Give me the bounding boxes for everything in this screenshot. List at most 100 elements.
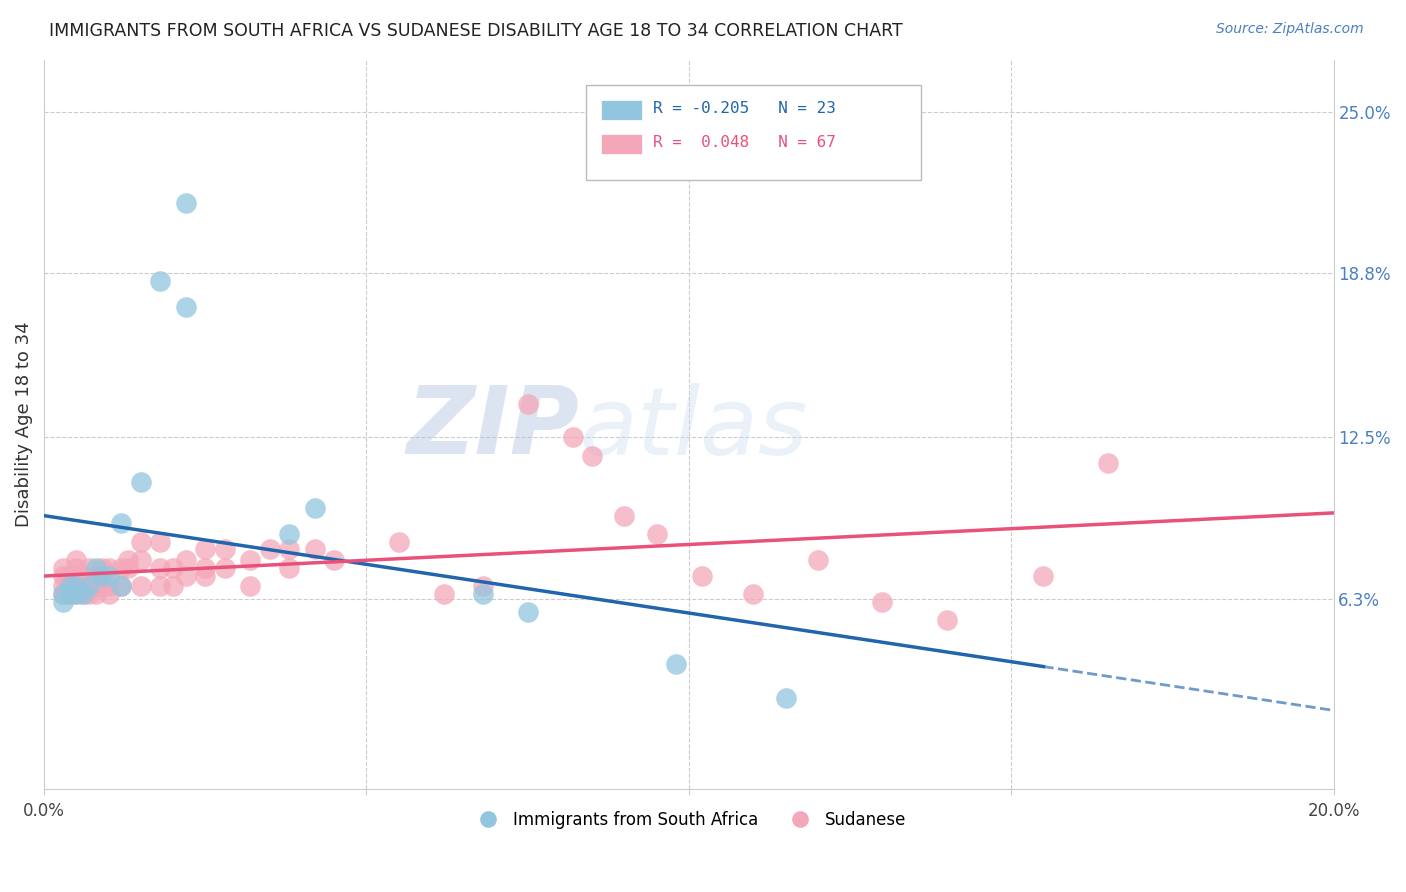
Legend: Immigrants from South Africa, Sudanese: Immigrants from South Africa, Sudanese xyxy=(464,805,912,836)
Point xyxy=(1032,568,1054,582)
Point xyxy=(561,430,583,444)
Point xyxy=(59,579,82,593)
Point xyxy=(110,579,132,593)
Point xyxy=(65,579,87,593)
Point xyxy=(665,657,688,672)
Point xyxy=(91,560,114,574)
Text: Source: ZipAtlas.com: Source: ZipAtlas.com xyxy=(1216,22,1364,37)
Point xyxy=(129,475,152,489)
Point xyxy=(65,579,87,593)
Point xyxy=(91,568,114,582)
Point xyxy=(129,534,152,549)
Point xyxy=(65,553,87,567)
Point xyxy=(194,542,217,557)
Point xyxy=(388,534,411,549)
Point xyxy=(72,587,94,601)
Point xyxy=(59,568,82,582)
Point xyxy=(72,568,94,582)
Point xyxy=(174,553,197,567)
Point xyxy=(97,560,120,574)
Point xyxy=(214,542,236,557)
Point xyxy=(323,553,346,567)
Point xyxy=(935,613,957,627)
FancyBboxPatch shape xyxy=(586,85,921,180)
Point xyxy=(1097,457,1119,471)
Point xyxy=(239,553,262,567)
Point xyxy=(110,516,132,531)
Bar xyxy=(602,134,643,154)
Point xyxy=(304,542,326,557)
Point xyxy=(516,605,538,619)
Point xyxy=(174,568,197,582)
Point xyxy=(129,579,152,593)
Point xyxy=(214,560,236,574)
Point xyxy=(278,542,301,557)
Point xyxy=(97,568,120,582)
Point xyxy=(77,579,100,593)
Point xyxy=(581,449,603,463)
Point xyxy=(807,553,830,567)
Point xyxy=(110,579,132,593)
Point xyxy=(65,568,87,582)
Point xyxy=(742,587,765,601)
Text: R = -0.205   N = 23: R = -0.205 N = 23 xyxy=(652,101,835,116)
Point xyxy=(110,560,132,574)
Point xyxy=(59,587,82,601)
Point xyxy=(174,300,197,314)
Text: ZIP: ZIP xyxy=(406,382,579,474)
Point xyxy=(72,587,94,601)
Point xyxy=(149,560,172,574)
Point xyxy=(72,579,94,593)
Point xyxy=(690,568,713,582)
Point xyxy=(52,568,75,582)
Point xyxy=(77,579,100,593)
Text: R =  0.048   N = 67: R = 0.048 N = 67 xyxy=(652,135,835,150)
Text: atlas: atlas xyxy=(579,383,807,474)
Point xyxy=(433,587,456,601)
Point xyxy=(149,579,172,593)
Point xyxy=(59,579,82,593)
Point xyxy=(52,560,75,574)
Point xyxy=(194,560,217,574)
Point xyxy=(149,274,172,288)
Point xyxy=(65,587,87,601)
Point xyxy=(65,587,87,601)
Point xyxy=(259,542,281,557)
Point xyxy=(304,500,326,515)
Point xyxy=(77,560,100,574)
Point xyxy=(59,587,82,601)
Point xyxy=(84,568,107,582)
Y-axis label: Disability Age 18 to 34: Disability Age 18 to 34 xyxy=(15,322,32,527)
Point xyxy=(162,579,184,593)
Point xyxy=(194,568,217,582)
Point xyxy=(77,587,100,601)
Point xyxy=(91,579,114,593)
Point xyxy=(129,553,152,567)
Point xyxy=(52,587,75,601)
Point xyxy=(84,560,107,574)
Point xyxy=(97,579,120,593)
Point xyxy=(97,587,120,601)
Point xyxy=(278,526,301,541)
Text: IMMIGRANTS FROM SOUTH AFRICA VS SUDANESE DISABILITY AGE 18 TO 34 CORRELATION CHA: IMMIGRANTS FROM SOUTH AFRICA VS SUDANESE… xyxy=(49,22,903,40)
Point xyxy=(278,560,301,574)
Point xyxy=(471,587,494,601)
Point xyxy=(174,195,197,210)
Point xyxy=(162,560,184,574)
Point xyxy=(516,396,538,410)
Point xyxy=(52,587,75,601)
Point xyxy=(613,508,636,523)
Point xyxy=(65,560,87,574)
Point xyxy=(149,534,172,549)
Point xyxy=(52,594,75,608)
Point xyxy=(84,579,107,593)
Point xyxy=(84,587,107,601)
Point xyxy=(239,579,262,593)
Point xyxy=(870,594,893,608)
Point xyxy=(52,579,75,593)
Point xyxy=(775,691,797,706)
Point xyxy=(645,526,668,541)
Point xyxy=(471,579,494,593)
Point xyxy=(117,560,139,574)
Bar xyxy=(602,100,643,120)
